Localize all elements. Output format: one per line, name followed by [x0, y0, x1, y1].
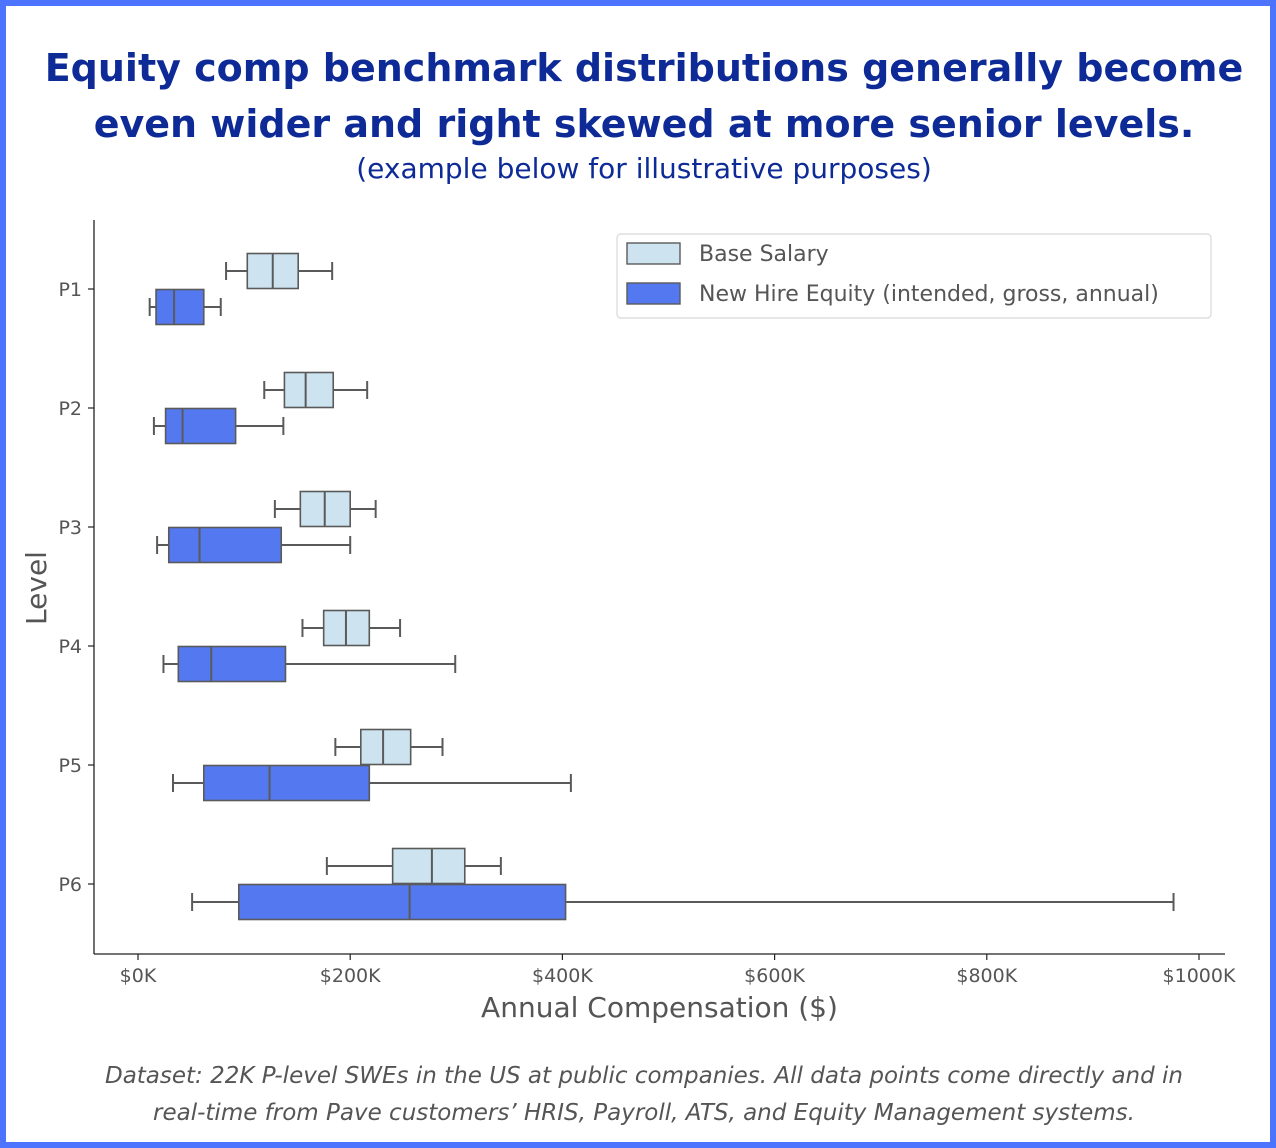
legend-label: New Hire Equity (intended, gross, annual… [699, 282, 1159, 307]
y-tick-label: P4 [58, 636, 82, 658]
x-tick-label: $200K [320, 965, 381, 987]
box-iqr [360, 728, 412, 766]
box-iqr [177, 645, 287, 683]
legend-label: Base Salary [699, 242, 829, 267]
box-iqr [167, 526, 283, 564]
y-tick-label: P5 [58, 755, 82, 777]
box-iqr [155, 288, 205, 326]
chart-title-line-1: Equity comp benchmark distributions gene… [44, 46, 1244, 90]
boxplot-chart: $0K $200K $400K $600K $800K $1000K P1 P2 P3 P4 P5 P… [20, 220, 1236, 1024]
y-tick-label: P3 [58, 517, 82, 539]
y-tick-label: P2 [58, 398, 82, 420]
x-tick-label: $400K [532, 965, 593, 987]
footnote-line-2: real-time from Pave customers’ HRIS, Pay… [153, 1100, 1135, 1126]
chart-title-line-2: even wider and right skewed at more seni… [93, 102, 1195, 146]
footnote-line-1: Dataset: 22K P-level SWEs in the US at p… [104, 1063, 1184, 1089]
x-tick-label: $600K [744, 965, 805, 987]
x-tick-label: $800K [956, 965, 1017, 987]
box-iqr [283, 371, 335, 409]
box-iqr [237, 883, 567, 921]
y-tick-label: P6 [58, 874, 82, 896]
legend-swatch [626, 242, 681, 265]
legend-box [616, 233, 1212, 319]
box-iqr [164, 407, 237, 445]
box-iqr [202, 764, 371, 802]
box-iqr [391, 847, 466, 885]
y-tick-label: P1 [58, 279, 82, 301]
chart-subtitle: (example below for illustrative purposes… [356, 152, 932, 185]
y-axis-label: Level [20, 551, 53, 625]
x-axis-label: Annual Compensation ($) [481, 991, 838, 1024]
x-tick-label: $0K [120, 965, 157, 987]
x-tick-label: $1000K [1163, 965, 1236, 987]
legend-swatch [626, 282, 681, 305]
